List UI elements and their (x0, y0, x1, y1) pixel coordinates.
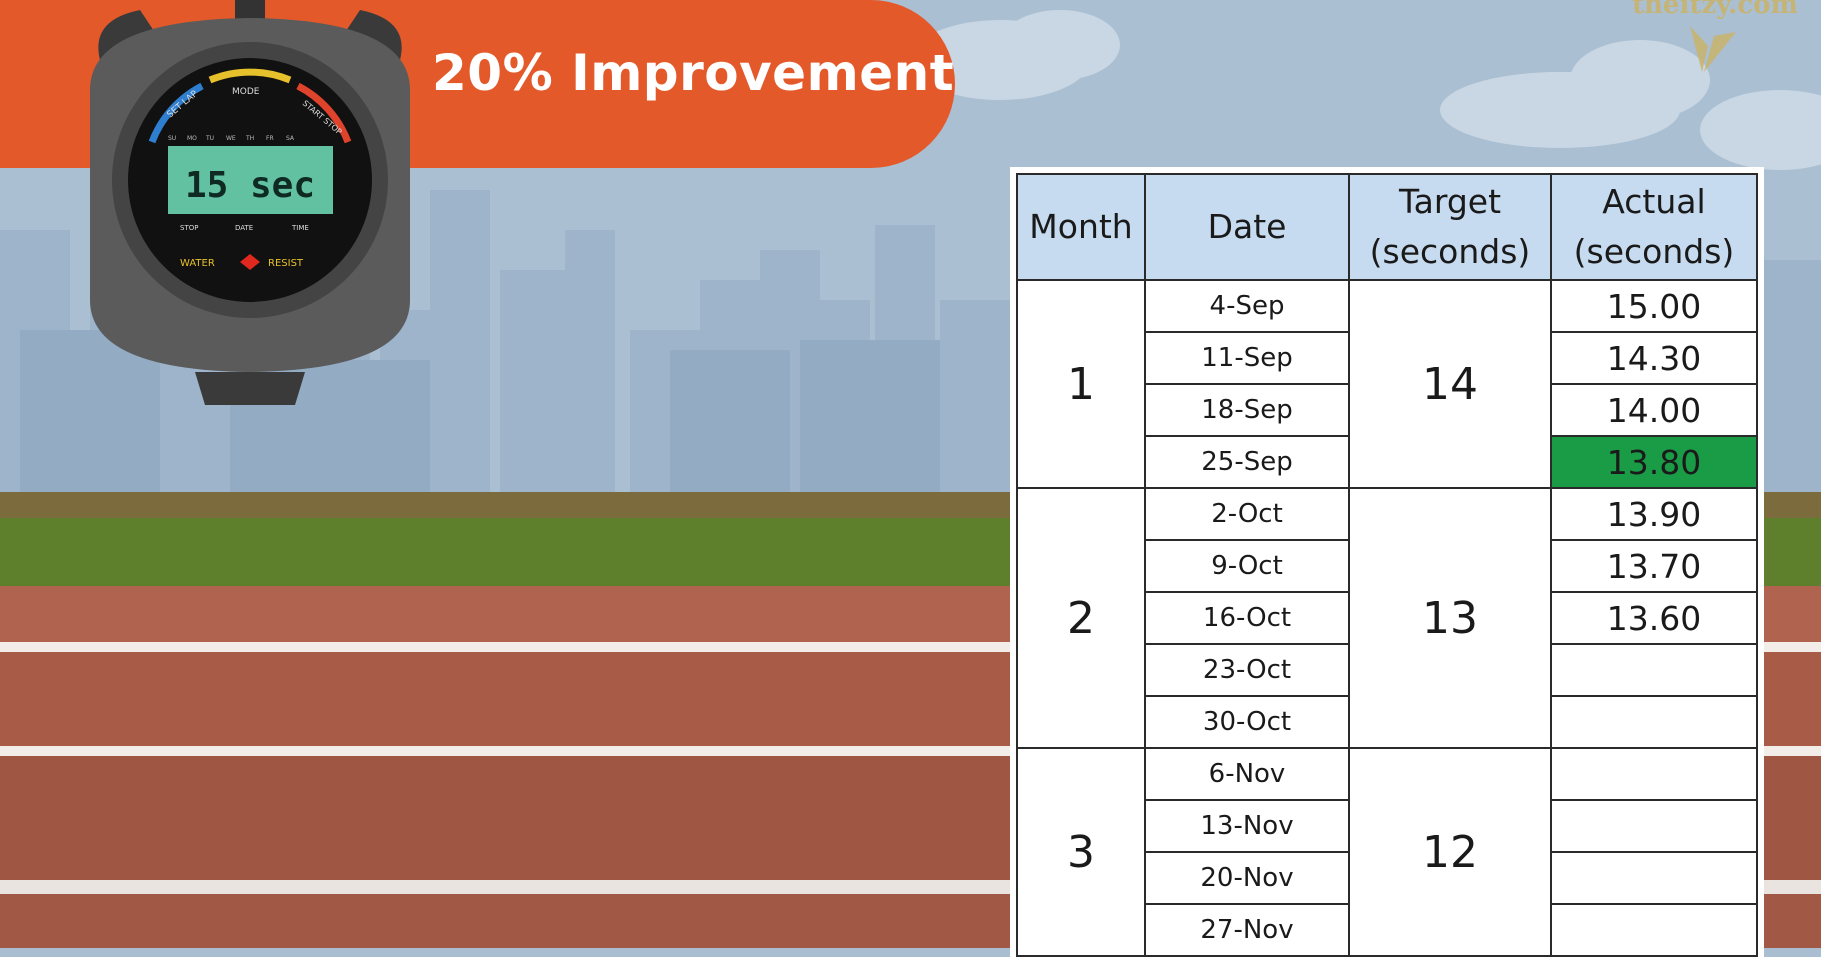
actual-cell (1550, 643, 1758, 697)
actual-cell (1550, 903, 1758, 957)
date-cell: 11-Sep (1144, 331, 1350, 385)
date-cell: 18-Sep (1144, 383, 1350, 437)
header-actual: Actual (seconds) (1550, 173, 1758, 281)
table-row: 13-Nov (1017, 799, 1758, 853)
month-cell: 3 (1016, 747, 1146, 957)
svg-text:SU: SU (168, 135, 176, 142)
table-row: 1 4-Sep 14 15.00 (1016, 279, 1758, 489)
stopwatch-icon: SET LAP MODE START STOP SU MO TU WE TH F… (90, 0, 410, 405)
actual-cell (1550, 747, 1758, 801)
actual-cell: 13.60 (1550, 591, 1758, 645)
stopwatch-label-mode: MODE (232, 87, 260, 97)
svg-text:TH: TH (245, 135, 254, 142)
table-row: 2 2-Oct 13 13.90 (1016, 487, 1758, 749)
svg-text:MO: MO (187, 135, 197, 142)
svg-text:SA: SA (286, 135, 295, 142)
table-header-row: Month Date Target (seconds) Actual (second… (1016, 173, 1758, 281)
date-cell: 16-Oct (1144, 591, 1350, 645)
table-row: 23-Oct (1017, 643, 1758, 697)
header-target: Target (seconds) (1348, 173, 1552, 281)
svg-text:WE: WE (226, 135, 236, 142)
table-row: 3 6-Nov 12 (1016, 747, 1758, 957)
target-cell: 14 (1348, 279, 1552, 489)
svg-text:DATE: DATE (235, 224, 253, 232)
month-cell: 1 (1016, 279, 1146, 489)
header-date: Date (1144, 173, 1350, 281)
target-cell: 13 (1348, 487, 1552, 749)
table-row: 16-Oct 13.60 (1017, 591, 1758, 645)
date-cell: 6-Nov (1144, 747, 1350, 801)
date-cell: 13-Nov (1144, 799, 1350, 853)
date-cell: 27-Nov (1144, 903, 1350, 957)
svg-text:WATER: WATER (180, 258, 215, 269)
training-times-table: Month Date Target (seconds) Actual (second… (1016, 173, 1758, 957)
actual-cell: 13.70 (1550, 539, 1758, 593)
actual-cell: 13.90 (1550, 487, 1758, 541)
stopwatch-display: 15 sec (185, 165, 315, 206)
date-cell: 30-Oct (1144, 695, 1350, 749)
date-cell: 23-Oct (1144, 643, 1350, 697)
table-row: 9-Oct 13.70 (1017, 539, 1758, 593)
actual-cell (1550, 851, 1758, 905)
watermark-text: theitzy.com (1632, 0, 1798, 20)
date-cell: 20-Nov (1144, 851, 1350, 905)
svg-text:RESIST: RESIST (268, 258, 304, 269)
banner-title: 20% Improvement (432, 44, 955, 102)
svg-text:STOP: STOP (180, 224, 198, 232)
table-row: 11-Sep 14.30 (1017, 331, 1758, 385)
date-cell: 2-Oct (1144, 487, 1350, 541)
date-cell: 4-Sep (1144, 279, 1350, 333)
target-cell: 12 (1348, 747, 1552, 957)
svg-text:TU: TU (205, 135, 214, 142)
actual-cell (1550, 799, 1758, 853)
table-row: 30-Oct (1017, 695, 1758, 749)
date-cell: 9-Oct (1144, 539, 1350, 593)
svg-text:TIME: TIME (291, 224, 309, 232)
month-cell: 2 (1016, 487, 1146, 749)
actual-cell-highlighted: 13.80 (1550, 435, 1758, 489)
table-row: 18-Sep 14.00 (1017, 383, 1758, 437)
actual-cell (1550, 695, 1758, 749)
header-month: Month (1016, 173, 1146, 281)
table-row: 25-Sep 13.80 (1017, 435, 1758, 489)
svg-text:FR: FR (266, 135, 274, 142)
actual-cell: 15.00 (1550, 279, 1758, 333)
actual-cell: 14.30 (1550, 331, 1758, 385)
date-cell: 25-Sep (1144, 435, 1350, 489)
watermark-logo-icon (1690, 26, 1736, 72)
clouds (910, 10, 1821, 170)
actual-cell: 14.00 (1550, 383, 1758, 437)
table-row: 20-Nov (1017, 851, 1758, 905)
